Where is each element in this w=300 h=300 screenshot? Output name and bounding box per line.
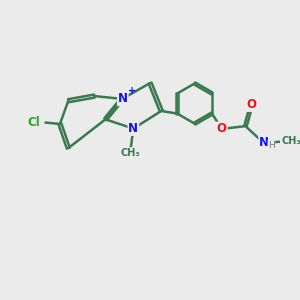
- Text: O: O: [217, 122, 227, 135]
- Text: Cl: Cl: [27, 116, 40, 129]
- Text: N: N: [128, 122, 138, 135]
- Text: CH₃: CH₃: [282, 136, 300, 146]
- Text: N: N: [118, 92, 128, 105]
- Text: O: O: [246, 98, 256, 111]
- Text: +: +: [128, 86, 136, 96]
- Text: N: N: [259, 136, 269, 149]
- Text: CH₃: CH₃: [121, 148, 140, 158]
- Text: H: H: [268, 141, 275, 150]
